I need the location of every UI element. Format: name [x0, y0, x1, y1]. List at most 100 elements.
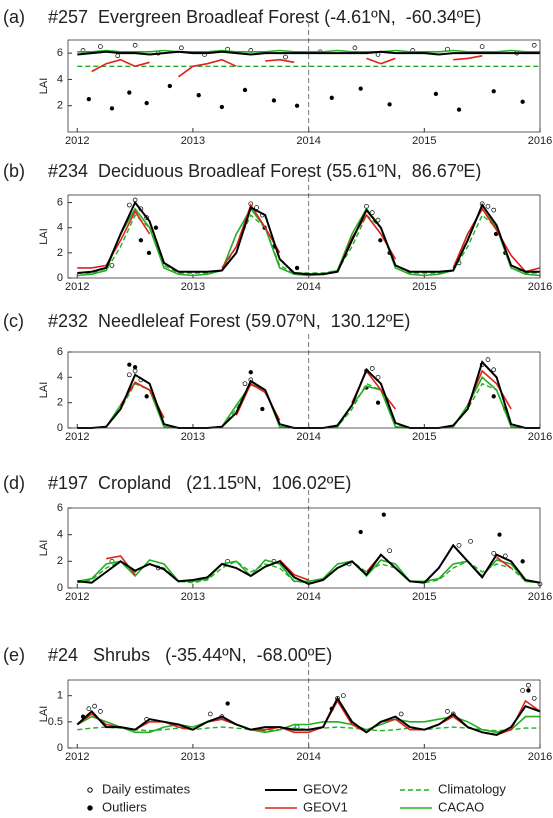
x-tick-label: 2015	[412, 281, 436, 293]
outlier-point	[196, 93, 201, 98]
estimate-point	[520, 688, 525, 693]
y-tick-label: 2	[57, 555, 63, 567]
estimate-point	[242, 381, 248, 387]
panel-label: (e)	[3, 645, 25, 665]
plot-frame	[67, 194, 541, 279]
outlier-point	[329, 95, 334, 100]
legend-marker	[87, 805, 93, 811]
x-tick-label: 2012	[65, 135, 89, 147]
x-tick-label: 2015	[412, 751, 436, 763]
estimate-point	[92, 703, 97, 709]
outlier-point	[132, 365, 138, 370]
x-tick-label: 2012	[65, 431, 89, 443]
outlier-point	[378, 238, 383, 243]
outlier-point	[127, 90, 132, 95]
plot-frame	[67, 39, 541, 133]
y-tick-label: 6	[57, 47, 63, 59]
x-tick-label: 2012	[65, 281, 89, 293]
outlier-point	[358, 86, 363, 91]
y-tick-label: 4	[57, 529, 63, 541]
y-tick-label: 0	[57, 272, 63, 284]
legend-label: Outliers	[102, 799, 147, 814]
outlier-point	[387, 102, 392, 107]
panel-title: #232 Needleleaf Forest (59.07ºN, 130.12º…	[48, 311, 410, 331]
series-line	[77, 559, 541, 584]
panel-label: (a)	[3, 7, 25, 27]
estimate-point	[375, 374, 381, 380]
series-line	[77, 543, 541, 586]
estimate-point	[491, 367, 497, 373]
y-tick-label: 6	[57, 502, 63, 514]
panel-label: (d)	[3, 473, 25, 493]
estimate-point	[479, 44, 485, 49]
outlier-point	[153, 225, 159, 230]
plot-frame	[67, 507, 541, 589]
outlier-point	[271, 98, 277, 103]
y-axis-label: LAI	[38, 228, 50, 245]
estimate-point	[132, 42, 138, 48]
estimate-point	[485, 203, 491, 209]
outlier-point	[127, 362, 132, 367]
outlier-point	[520, 99, 525, 104]
y-tick-label: 0.5	[48, 716, 63, 728]
y-tick-label: 0	[57, 422, 63, 434]
series-line	[106, 554, 512, 581]
x-tick-label: 2014	[296, 281, 320, 293]
x-tick-label: 2016	[528, 135, 552, 147]
legend-label: CACAO	[438, 799, 484, 814]
series-line	[76, 696, 541, 736]
x-tick-label: 2014	[296, 431, 320, 443]
outlier-point	[491, 89, 496, 94]
estimate-point	[398, 711, 404, 717]
outlier-point	[144, 394, 149, 399]
panel-title: #24 Shrubs (-35.44ºN, -68.00ºE)	[48, 645, 332, 665]
outlier-point	[294, 265, 300, 271]
y-tick-label: 4	[57, 371, 63, 383]
estimate-point	[531, 42, 537, 48]
outlier-point	[144, 100, 149, 106]
outlier-point	[375, 400, 381, 405]
x-tick-label: 2013	[181, 135, 205, 147]
x-tick-label: 2014	[296, 591, 320, 603]
estimate-point	[491, 207, 497, 213]
panel-label: (c)	[3, 311, 24, 331]
estimate-point	[179, 45, 184, 51]
estimate-point	[86, 706, 92, 712]
panel-title: #257 Evergreen Broadleaf Forest (-4.61ºN…	[48, 7, 481, 27]
outlier-point	[225, 701, 230, 706]
estimate-point	[144, 215, 150, 220]
outlier-point	[167, 83, 172, 89]
x-tick-label: 2016	[528, 281, 552, 293]
y-tick-label: 1	[57, 690, 63, 702]
x-tick-label: 2013	[181, 281, 205, 293]
outlier-point	[248, 370, 253, 375]
estimate-point	[485, 357, 491, 362]
estimate-point	[387, 548, 392, 554]
legend-label: Climatology	[438, 781, 506, 796]
outlier-point	[493, 231, 499, 237]
estimate-point	[352, 45, 358, 51]
series-line	[77, 200, 540, 276]
y-tick-label: 4	[57, 222, 63, 234]
legend-marker	[87, 787, 93, 793]
series-line	[76, 715, 540, 734]
outlier-point	[86, 96, 91, 102]
outlier-point	[456, 107, 462, 112]
y-tick-label: 6	[57, 346, 63, 358]
estimate-point	[98, 44, 103, 49]
y-tick-label: 0	[57, 742, 63, 754]
x-tick-label: 2016	[528, 751, 552, 763]
outlier-point	[138, 238, 144, 243]
series-line	[92, 56, 511, 86]
outlier-point	[242, 87, 248, 93]
y-tick-label: 2	[57, 397, 63, 409]
estimate-point	[531, 695, 537, 701]
x-tick-label: 2015	[412, 431, 436, 443]
estimate-point	[132, 368, 138, 374]
estimate-point	[445, 709, 450, 714]
x-tick-label: 2012	[65, 591, 89, 603]
x-tick-label: 2015	[412, 135, 436, 147]
estimate-point	[491, 550, 497, 556]
series-line	[77, 50, 540, 56]
